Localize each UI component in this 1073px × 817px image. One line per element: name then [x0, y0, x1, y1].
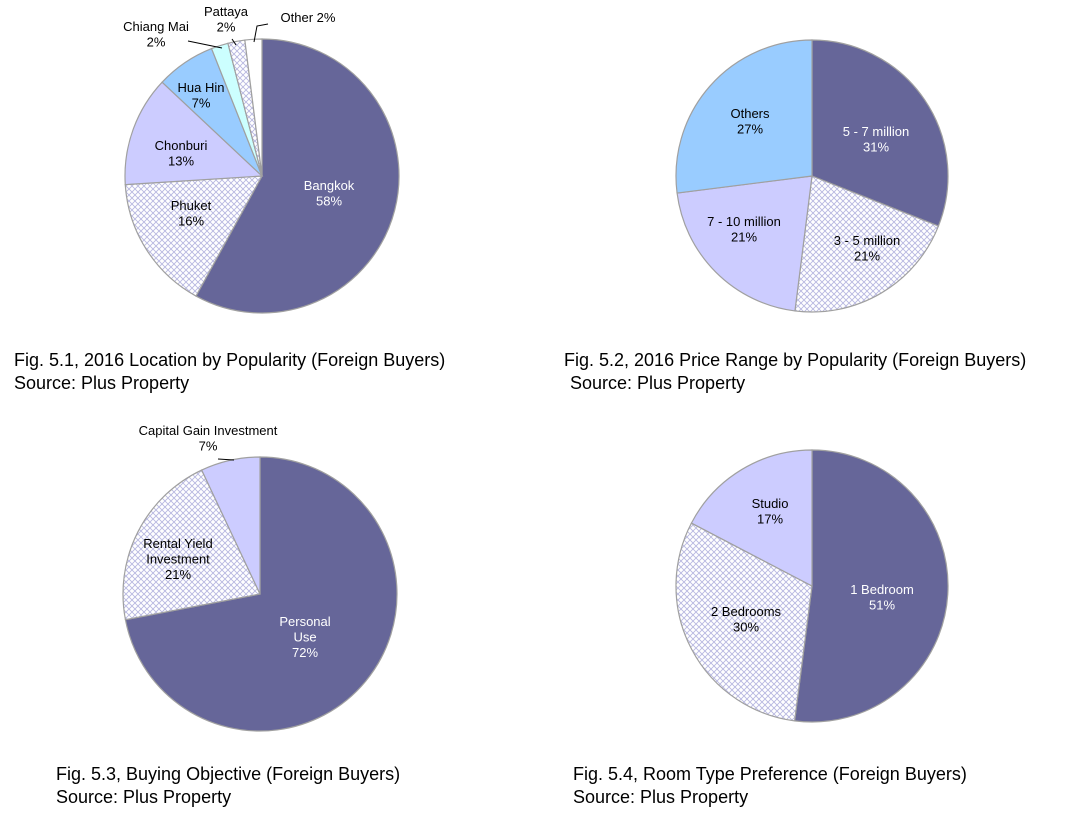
leader-line	[231, 38, 237, 46]
slice-percent: 16%	[178, 214, 204, 229]
slice-name: Phuket	[171, 198, 212, 213]
slice-percent: 51%	[869, 598, 895, 613]
slice-percent: 13%	[168, 154, 194, 169]
pie-slice-2-bedrooms	[675, 522, 813, 722]
slice-label: Other 2%	[281, 10, 336, 25]
slice-percent: 17%	[757, 512, 783, 527]
caption-title: Fig. 5.2, 2016 Price Range by Popularity…	[564, 350, 1027, 370]
slice-label: Hua Hin 7%	[178, 80, 225, 111]
pie-slice-rental-yield-investment	[122, 469, 261, 621]
slice-label: Studio 17%	[752, 496, 789, 527]
slice-label: 7 - 10 million 21%	[707, 214, 781, 245]
slice-name: 3 - 5 million	[834, 233, 900, 248]
slice-name: Chiang Mai	[123, 19, 189, 34]
pie-slice-others	[675, 39, 813, 194]
pie-chart-1: Bangkok 58% Phuket 16% Chonburi 13% Hua Hin 7% C…	[123, 4, 400, 314]
slice-name: Capital Gain Investment	[139, 423, 278, 438]
slice-name: Others	[730, 106, 770, 121]
pie-slice-phuket	[124, 175, 264, 297]
pie-chart-2: 5 - 7 million 31%3 - 5 million 21%7 - 10 m…	[675, 39, 949, 313]
caption-fig-5-3: Fig. 5.3, Buying Objective (Foreign Buye…	[56, 763, 400, 809]
slice-percent: 7%	[192, 96, 211, 111]
slice-percent: 58%	[316, 194, 342, 209]
slice-name: Studio	[752, 496, 789, 511]
slice-percent: 31%	[863, 140, 889, 155]
leader-line	[253, 23, 269, 43]
slice-label: Chiang Mai 2%	[123, 19, 189, 50]
caption-source: Source: Plus Property	[573, 787, 749, 807]
slice-percent: 30%	[733, 620, 759, 635]
slice-name: Other 2%	[281, 10, 336, 25]
slice-name: Pattaya	[204, 4, 249, 19]
caption-title: Fig. 5.1, 2016 Location by Popularity (F…	[14, 350, 446, 370]
caption-source: Source: Plus Property	[56, 787, 232, 807]
slice-label: 2 Bedrooms 30%	[711, 604, 782, 635]
slice-label: Rental Yield Investment 21%	[143, 536, 212, 582]
caption-source: Source: Plus Property	[570, 373, 746, 393]
slice-percent: 27%	[737, 122, 763, 137]
pie-slice-chonburi	[124, 81, 264, 186]
slice-percent: 2%	[147, 35, 166, 50]
pie-slice-capital-gain-investment	[200, 456, 261, 595]
caption-source: Source: Plus Property	[14, 373, 190, 393]
pie-slice-7-10-million	[676, 175, 813, 312]
slice-label: 1 Bedroom 51%	[850, 582, 914, 613]
slice-name: Hua Hin	[178, 80, 225, 95]
slice-percent: 21%	[165, 567, 191, 582]
slice-label: Phuket 16%	[171, 198, 212, 229]
slice-percent: 21%	[854, 249, 880, 264]
leader-line	[187, 40, 223, 49]
slice-name: 7 - 10 million	[707, 214, 781, 229]
slice-label: Capital Gain Investment 7%	[139, 423, 278, 454]
slice-name: 1 Bedroom	[850, 582, 914, 597]
slice-label: Pattaya 2%	[204, 4, 249, 35]
caption-fig-5-1: Fig. 5.1, 2016 Location by Popularity (F…	[14, 349, 445, 395]
caption-fig-5-4: Fig. 5.4, Room Type Preference (Foreign …	[573, 763, 967, 809]
slice-label: Personal Use 72%	[279, 614, 330, 660]
slice-name: Rental Yield	[143, 536, 212, 551]
caption-title: Fig. 5.4, Room Type Preference (Foreign …	[573, 764, 967, 784]
slice-percent: 21%	[731, 230, 757, 245]
slice-percent: 2%	[217, 20, 236, 35]
slice-name: Chonburi	[155, 138, 208, 153]
slice-name: Use	[293, 630, 316, 645]
pie-slice-5-7-million	[811, 39, 949, 227]
slice-label: 5 - 7 million 31%	[843, 124, 909, 155]
slice-percent: 7%	[199, 439, 218, 454]
leader-line	[217, 458, 235, 461]
slice-name: Personal	[279, 614, 330, 629]
pie-slice-other	[244, 38, 263, 177]
pie-chart-3: Personal Use 72% Rental Yield Investment 21% C…	[122, 423, 398, 732]
slice-label: Bangkok 58%	[304, 178, 355, 209]
pie-slice-personal-use	[124, 456, 398, 732]
slice-name: Investment	[146, 552, 210, 567]
slice-name: Bangkok	[304, 178, 355, 193]
slice-name: 5 - 7 million	[843, 124, 909, 139]
pie-slice-studio	[690, 449, 813, 587]
caption-title: Fig. 5.3, Buying Objective (Foreign Buye…	[56, 764, 401, 784]
slice-label: Chonburi 13%	[155, 138, 208, 169]
slice-percent: 72%	[292, 645, 318, 660]
slice-name: 2 Bedrooms	[711, 604, 782, 619]
pie-slice-1-bedroom	[793, 449, 949, 723]
pie-slice-3-5-million	[794, 175, 940, 313]
slice-label: Others 27%	[730, 106, 770, 137]
pie-slice-bangkok	[195, 38, 400, 314]
caption-fig-5-2: Fig. 5.2, 2016 Price Range by Popularity…	[564, 349, 1026, 395]
pie-chart-4: 1 Bedroom 51% 2 Bedrooms 30% Studio 17%	[675, 449, 949, 723]
slice-label: 3 - 5 million 21%	[834, 233, 900, 264]
